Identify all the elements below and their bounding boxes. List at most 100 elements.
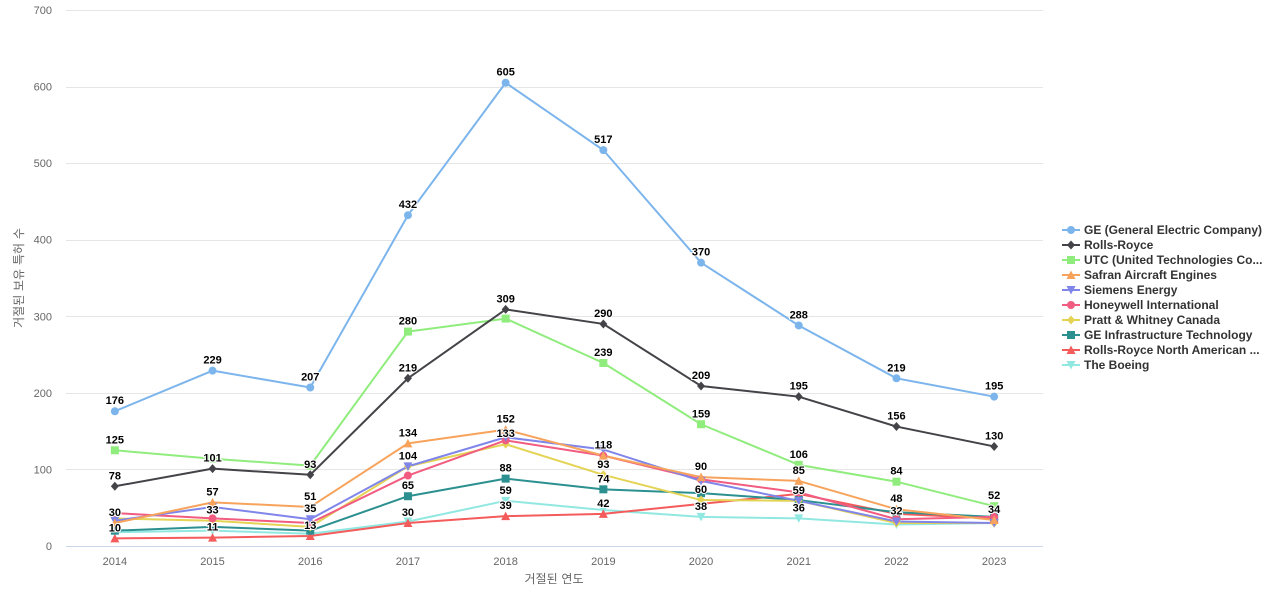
data-point-ge-general-electric-company[interactable]: [697, 258, 706, 267]
data-point-safran-aircraft-engines[interactable]: [501, 425, 511, 434]
data-point-the-boeing[interactable]: [696, 512, 706, 522]
data-point-honeywell-international[interactable]: [403, 471, 412, 480]
legend-marker: [1067, 330, 1075, 339]
data-label-the-boeing: 36: [793, 502, 805, 514]
legend-item-rolls-royce-north-american[interactable]: Rolls-Royce North American ...: [1062, 342, 1278, 357]
data-point-rolls-royce[interactable]: [501, 304, 510, 314]
data-point-rolls-royce[interactable]: [208, 464, 217, 474]
legend-item-ge-general-electric-company[interactable]: GE (General Electric Company): [1062, 222, 1278, 237]
data-point-pratt-whitney-canada[interactable]: [697, 495, 706, 505]
legend-item-utc-united-technologies-co[interactable]: UTC (United Technologies Co...: [1062, 252, 1278, 267]
data-label-rolls-royce-north-american: 13: [304, 520, 316, 532]
data-label-safran-aircraft-engines: 34: [988, 504, 1001, 516]
data-point-safran-aircraft-engines[interactable]: [305, 502, 315, 511]
data-point-utc-united-technologies-co[interactable]: [306, 461, 315, 470]
data-point-siemens-energy[interactable]: [794, 496, 804, 506]
data-point-rolls-royce-north-american[interactable]: [208, 533, 218, 542]
data-point-rolls-royce[interactable]: [892, 422, 901, 432]
legend-item-siemens-energy[interactable]: Siemens Energy: [1062, 282, 1278, 297]
series-line-safran-aircraft-engines[interactable]: [114, 428, 995, 525]
series-line-rolls-royce[interactable]: [114, 308, 995, 488]
data-point-rolls-royce[interactable]: [403, 373, 412, 383]
data-point-the-boeing[interactable]: [501, 496, 511, 506]
data-point-siemens-energy[interactable]: [305, 515, 315, 524]
data-point-utc-united-technologies-co[interactable]: [403, 327, 412, 336]
data-point-ge-infrastructure-technology[interactable]: [501, 474, 510, 483]
data-label-safran-aircraft-engines: 30: [109, 507, 121, 519]
data-point-utc-united-technologies-co[interactable]: [697, 420, 706, 429]
data-point-safran-aircraft-engines[interactable]: [989, 515, 999, 524]
data-point-utc-united-technologies-co[interactable]: [599, 358, 608, 367]
data-point-honeywell-international[interactable]: [110, 509, 119, 518]
data-point-rolls-royce-north-american[interactable]: [598, 509, 608, 518]
data-label-siemens-energy: 33: [206, 505, 218, 517]
data-point-ge-infrastructure-technology[interactable]: [208, 522, 217, 531]
data-point-siemens-energy[interactable]: [403, 462, 413, 471]
legend-item-ge-infrastructure-technology[interactable]: GE Infrastructure Technology: [1062, 327, 1278, 342]
data-label-safran-aircraft-engines: 134: [399, 427, 418, 439]
legend-item-the-boeing[interactable]: The Boeing: [1062, 357, 1278, 372]
data-label-rolls-royce: 209: [692, 370, 710, 382]
data-point-utc-united-technologies-co[interactable]: [794, 460, 803, 469]
data-point-siemens-energy[interactable]: [598, 445, 608, 455]
data-point-safran-aircraft-engines[interactable]: [696, 472, 706, 482]
legend-item-rolls-royce[interactable]: Rolls-Royce: [1062, 237, 1278, 252]
data-point-rolls-royce[interactable]: [794, 392, 803, 402]
data-point-honeywell-international[interactable]: [208, 514, 217, 523]
data-point-siemens-energy[interactable]: [891, 517, 901, 526]
data-point-rolls-royce[interactable]: [110, 481, 119, 491]
legend-item-pratt-whitney-canada[interactable]: Pratt & Whitney Canada: [1062, 312, 1278, 327]
data-label-ge-infrastructure-technology: 74: [597, 473, 610, 485]
data-label-ge-general-electric-company: 229: [203, 355, 221, 367]
data-point-siemens-energy[interactable]: [501, 433, 511, 442]
data-point-ge-general-electric-company[interactable]: [110, 407, 119, 416]
series-line-ge-general-electric-company[interactable]: [114, 81, 995, 413]
data-point-ge-general-electric-company[interactable]: [306, 383, 315, 392]
data-point-ge-infrastructure-technology[interactable]: [697, 489, 706, 498]
data-point-utc-united-technologies-co[interactable]: [110, 446, 119, 455]
data-point-utc-united-technologies-co[interactable]: [501, 314, 510, 323]
data-point-safran-aircraft-engines[interactable]: [208, 497, 218, 507]
data-point-ge-general-electric-company[interactable]: [208, 366, 217, 375]
data-point-honeywell-international[interactable]: [794, 488, 803, 497]
data-label-ge-general-electric-company: 370: [692, 247, 710, 259]
x-tick-label: 2016: [298, 556, 322, 568]
data-point-ge-general-electric-company[interactable]: [990, 392, 999, 401]
data-point-rolls-royce-north-american[interactable]: [110, 533, 120, 543]
legend-symbol-pratt-whitney-canada: [1062, 315, 1080, 324]
data-point-safran-aircraft-engines[interactable]: [110, 518, 120, 528]
data-point-safran-aircraft-engines[interactable]: [598, 451, 608, 460]
data-point-rolls-royce-north-american[interactable]: [403, 518, 413, 528]
data-point-ge-infrastructure-technology[interactable]: [110, 526, 119, 535]
data-point-rolls-royce[interactable]: [990, 441, 999, 451]
data-point-rolls-royce-north-american[interactable]: [305, 531, 315, 541]
data-point-ge-infrastructure-technology[interactable]: [403, 492, 412, 501]
data-label-siemens-energy: 35: [304, 503, 316, 515]
data-point-ge-general-electric-company[interactable]: [892, 374, 901, 383]
series-line-honeywell-international[interactable]: [114, 439, 995, 525]
data-point-safran-aircraft-engines[interactable]: [891, 504, 901, 514]
data-point-safran-aircraft-engines[interactable]: [794, 476, 804, 485]
data-point-rolls-royce[interactable]: [306, 470, 315, 480]
data-point-rolls-royce[interactable]: [697, 381, 706, 391]
data-point-utc-united-technologies-co[interactable]: [208, 454, 217, 463]
y-tick-label: 100: [34, 464, 52, 476]
legend-item-safran-aircraft-engines[interactable]: Safran Aircraft Engines: [1062, 267, 1278, 282]
data-point-rolls-royce[interactable]: [599, 319, 608, 329]
series-line-rolls-royce-north-american[interactable]: [114, 492, 995, 540]
data-point-the-boeing[interactable]: [794, 514, 804, 523]
data-point-ge-general-electric-company[interactable]: [501, 78, 510, 87]
data-point-ge-general-electric-company[interactable]: [599, 146, 608, 155]
series-line-utc-united-technologies-co[interactable]: [114, 317, 995, 508]
series-line-the-boeing[interactable]: [114, 499, 995, 535]
legend-item-honeywell-international[interactable]: Honeywell International: [1062, 297, 1278, 312]
data-point-utc-united-technologies-co[interactable]: [892, 477, 901, 486]
data-point-utc-united-technologies-co[interactable]: [990, 502, 999, 511]
data-point-ge-general-electric-company[interactable]: [794, 321, 803, 330]
data-point-pratt-whitney-canada[interactable]: [599, 470, 608, 480]
data-label-siemens-energy: 59: [793, 485, 805, 497]
data-point-ge-infrastructure-technology[interactable]: [599, 485, 608, 494]
data-point-ge-general-electric-company[interactable]: [403, 211, 412, 220]
data-point-rolls-royce-north-american[interactable]: [501, 511, 511, 521]
data-point-safran-aircraft-engines[interactable]: [403, 438, 413, 448]
